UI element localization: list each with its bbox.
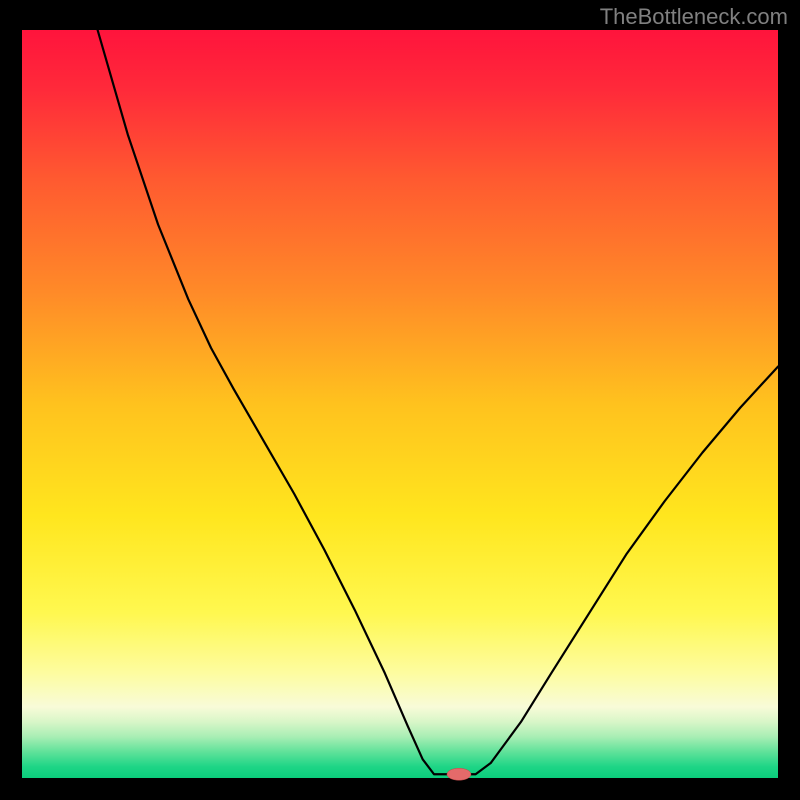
curve-layer	[22, 30, 778, 778]
chart-frame: TheBottleneck.com	[0, 0, 800, 800]
bottleneck-curve	[98, 30, 778, 774]
minimum-marker	[447, 768, 471, 780]
plot-area	[22, 30, 778, 778]
watermark-text: TheBottleneck.com	[600, 4, 788, 30]
